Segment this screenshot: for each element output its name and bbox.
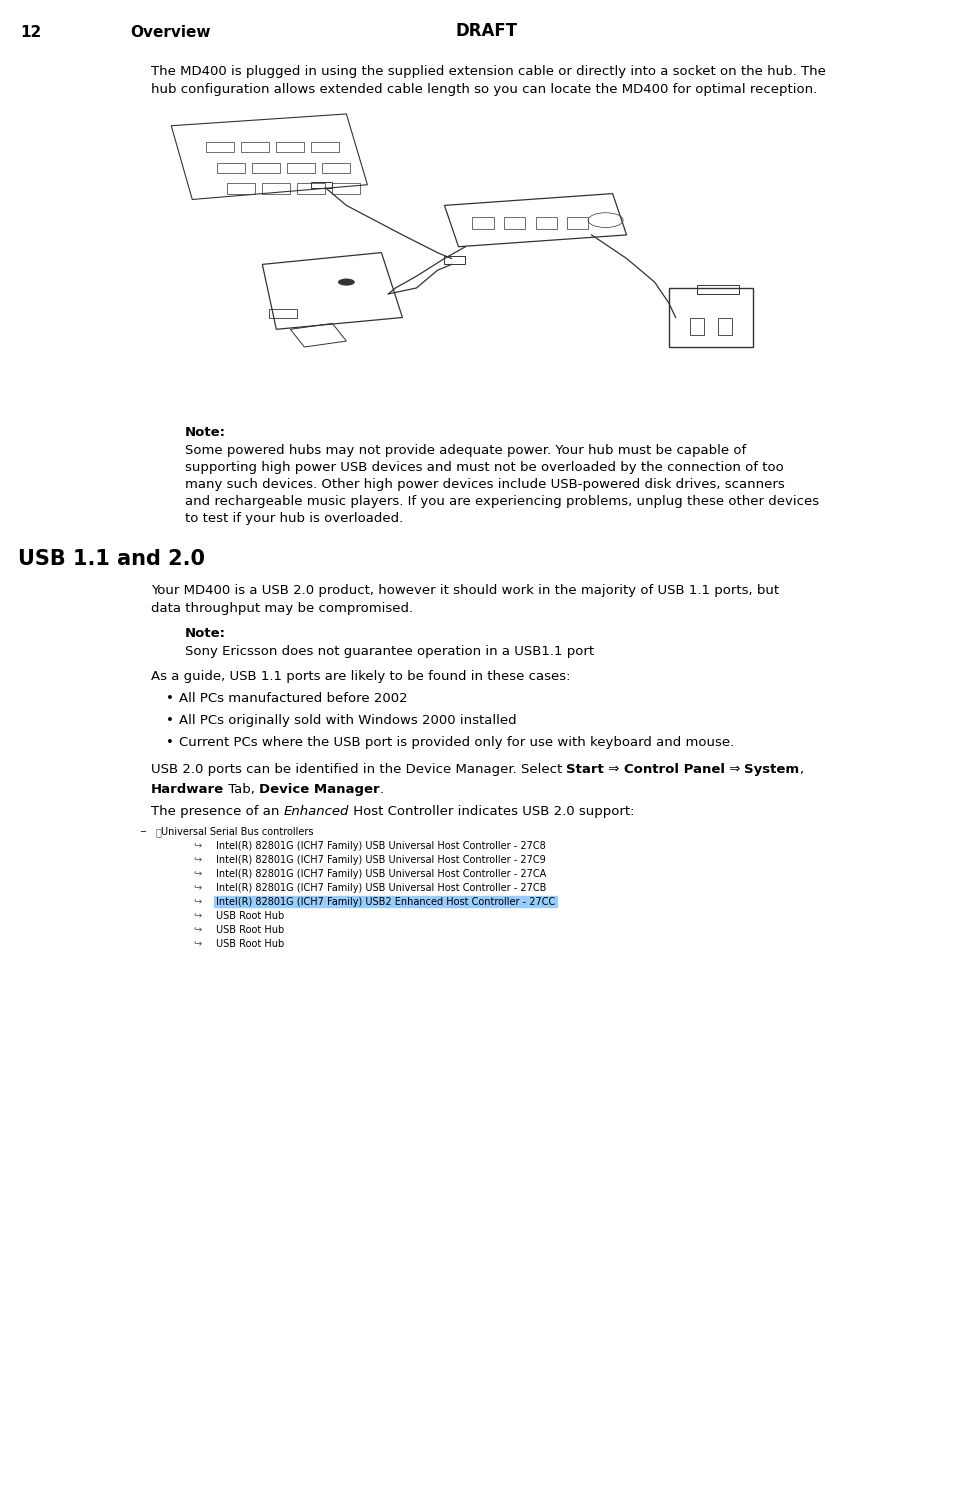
Text: 12: 12 xyxy=(20,26,41,40)
Text: USB 2.0 ports can be identified in the Device Manager. Select: USB 2.0 ports can be identified in the D… xyxy=(151,764,566,776)
Bar xyxy=(276,142,305,153)
Text: Current PCs where the USB port is provided only for use with keyboard and mouse.: Current PCs where the USB port is provid… xyxy=(179,736,734,748)
Text: ↪: ↪ xyxy=(194,855,202,865)
Text: Enhanced: Enhanced xyxy=(283,806,348,818)
Bar xyxy=(214,896,558,908)
Text: DRAFT: DRAFT xyxy=(455,22,518,40)
Bar xyxy=(241,142,270,153)
Text: to test if your hub is overloaded.: to test if your hub is overloaded. xyxy=(185,512,403,525)
Bar xyxy=(206,142,234,153)
Text: The MD400 is plugged in using the supplied extension cable or directly into a so: The MD400 is plugged in using the suppli… xyxy=(151,64,826,78)
Text: The presence of an: The presence of an xyxy=(151,806,283,818)
Bar xyxy=(668,288,753,346)
Bar xyxy=(333,183,360,194)
Bar xyxy=(298,183,325,194)
Text: Intel(R) 82801G (ICH7 Family) USB2 Enhanced Host Controller - 27CC: Intel(R) 82801G (ICH7 Family) USB2 Enhan… xyxy=(216,897,555,908)
Text: Sony Ericsson does not guarantee operation in a USB1.1 port: Sony Ericsson does not guarantee operati… xyxy=(185,645,594,658)
Bar xyxy=(217,162,245,172)
Text: USB Root Hub: USB Root Hub xyxy=(216,926,284,934)
Bar xyxy=(535,217,557,229)
Text: −: − xyxy=(139,827,146,836)
Bar xyxy=(322,162,350,172)
Bar xyxy=(445,255,465,264)
Text: Intel(R) 82801G (ICH7 Family) USB Universal Host Controller - 27CA: Intel(R) 82801G (ICH7 Family) USB Univer… xyxy=(216,868,546,879)
Text: As a guide, USB 1.1 ports are likely to be found in these cases:: As a guide, USB 1.1 ports are likely to … xyxy=(151,670,570,682)
Bar xyxy=(504,217,525,229)
Text: Intel(R) 82801G (ICH7 Family) USB Universal Host Controller - 27C9: Intel(R) 82801G (ICH7 Family) USB Univer… xyxy=(216,855,546,865)
Text: ↪: ↪ xyxy=(194,939,202,950)
Text: .: . xyxy=(379,783,383,796)
Text: Tab,: Tab, xyxy=(224,783,259,796)
Text: Device Manager: Device Manager xyxy=(259,783,379,796)
Text: data throughput may be compromised.: data throughput may be compromised. xyxy=(151,602,413,615)
Text: ↪: ↪ xyxy=(194,868,202,879)
Text: Intel(R) 82801G (ICH7 Family) USB2 Enhanced Host Controller - 27CC: Intel(R) 82801G (ICH7 Family) USB2 Enhan… xyxy=(216,897,555,908)
Text: •: • xyxy=(165,736,174,748)
Bar xyxy=(252,162,280,172)
Text: Intel(R) 82801G (ICH7 Family) USB Universal Host Controller - 27CB: Intel(R) 82801G (ICH7 Family) USB Univer… xyxy=(216,884,546,892)
Bar xyxy=(311,182,333,188)
Text: ⛳: ⛳ xyxy=(156,827,162,837)
Text: Control Panel: Control Panel xyxy=(624,764,725,776)
Text: Some powered hubs may not provide adequate power. Your hub must be capable of: Some powered hubs may not provide adequa… xyxy=(185,444,746,458)
Text: Overview: Overview xyxy=(130,26,210,40)
Text: Start: Start xyxy=(566,764,604,776)
Text: All PCs manufactured before 2002: All PCs manufactured before 2002 xyxy=(179,692,408,705)
Text: USB 1.1 and 2.0: USB 1.1 and 2.0 xyxy=(18,549,205,568)
Text: Note:: Note: xyxy=(185,627,226,640)
Text: Hardware: Hardware xyxy=(151,783,224,796)
Text: and rechargeable music players. If you are experiencing problems, unplug these o: and rechargeable music players. If you a… xyxy=(185,495,819,508)
Text: All PCs originally sold with Windows 2000 installed: All PCs originally sold with Windows 200… xyxy=(179,714,517,728)
Text: ⇒: ⇒ xyxy=(725,764,744,776)
Bar xyxy=(228,183,255,194)
Bar xyxy=(567,217,588,229)
Text: many such devices. Other high power devices include USB-powered disk drives, sca: many such devices. Other high power devi… xyxy=(185,478,784,490)
Text: System: System xyxy=(744,764,800,776)
Text: ↪: ↪ xyxy=(194,897,202,908)
Text: hub configuration allows extended cable length so you can locate the MD400 for o: hub configuration allows extended cable … xyxy=(151,82,817,96)
Text: USB Root Hub: USB Root Hub xyxy=(216,939,284,950)
Text: Host Controller indicates USB 2.0 support:: Host Controller indicates USB 2.0 suppor… xyxy=(348,806,634,818)
Text: ⇒: ⇒ xyxy=(604,764,624,776)
Text: Your MD400 is a USB 2.0 product, however it should work in the majority of USB 1: Your MD400 is a USB 2.0 product, however… xyxy=(151,584,779,597)
Text: supporting high power USB devices and must not be overloaded by the connection o: supporting high power USB devices and mu… xyxy=(185,460,783,474)
Bar xyxy=(718,318,732,334)
Bar xyxy=(287,162,315,172)
Bar xyxy=(473,217,493,229)
Text: Note:: Note: xyxy=(185,426,226,439)
Text: •: • xyxy=(165,692,174,705)
Circle shape xyxy=(338,279,355,285)
Text: Intel(R) 82801G (ICH7 Family) USB Universal Host Controller - 27C8: Intel(R) 82801G (ICH7 Family) USB Univer… xyxy=(216,842,546,850)
Bar xyxy=(697,285,739,294)
Bar xyxy=(270,309,298,318)
Text: Universal Serial Bus controllers: Universal Serial Bus controllers xyxy=(161,827,313,837)
Bar xyxy=(311,142,340,153)
Bar xyxy=(690,318,703,334)
Text: ↪: ↪ xyxy=(194,884,202,892)
Text: USB Root Hub: USB Root Hub xyxy=(216,910,284,921)
Bar xyxy=(263,183,290,194)
Text: ↪: ↪ xyxy=(194,926,202,934)
Text: ,: , xyxy=(800,764,804,776)
Text: ↪: ↪ xyxy=(194,842,202,850)
Text: •: • xyxy=(165,714,174,728)
Text: ↪: ↪ xyxy=(194,910,202,921)
